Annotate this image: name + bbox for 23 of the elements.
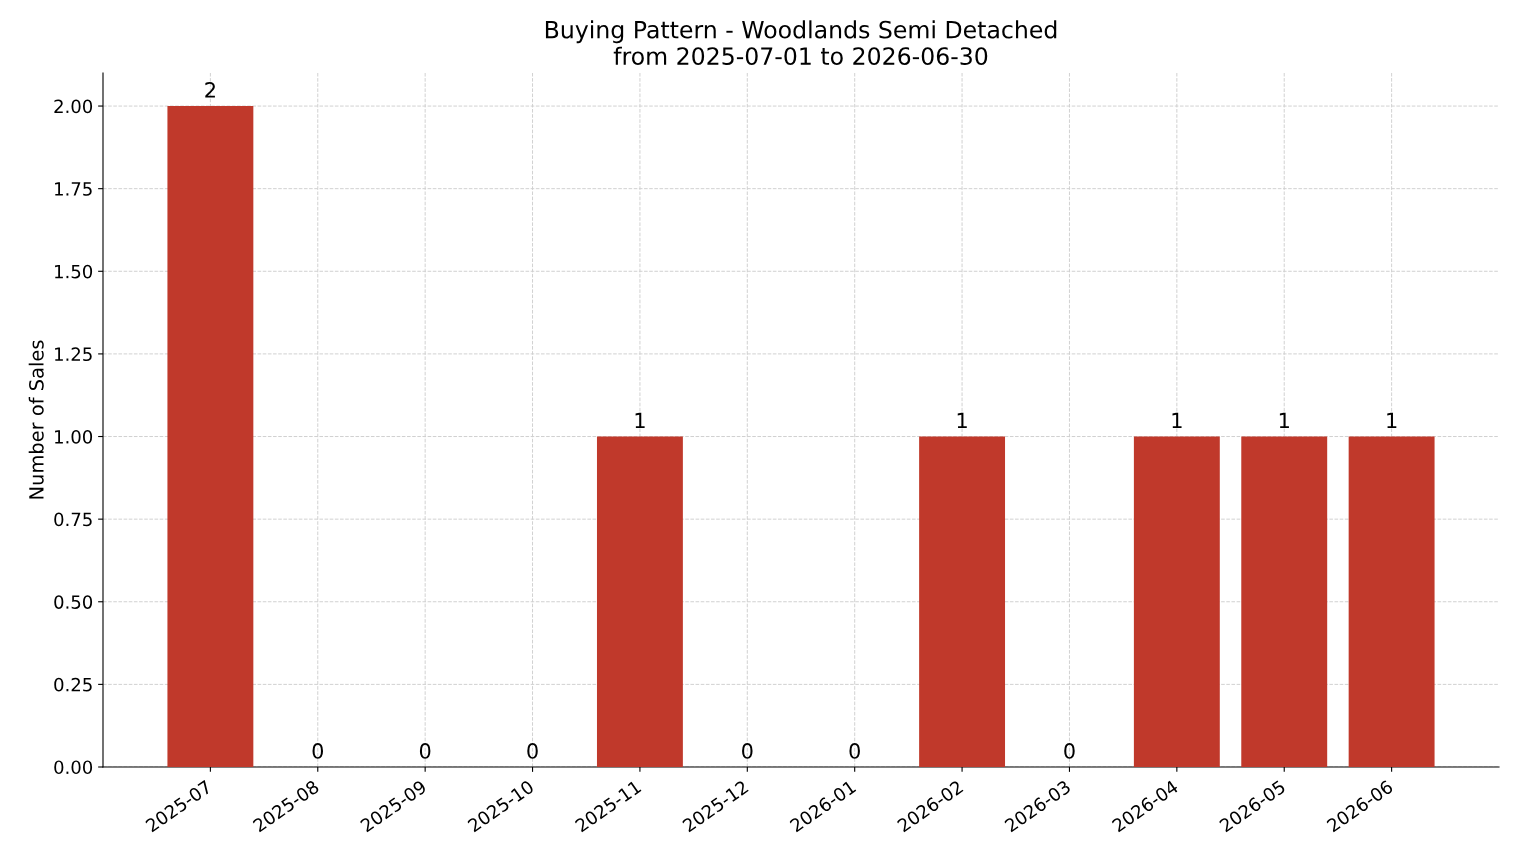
data-label: 1 xyxy=(1172,412,1182,429)
data-label: 0 xyxy=(419,743,431,759)
y-tick-label: 2.00 xyxy=(54,99,93,114)
y-axis-title: Number of Sales xyxy=(28,340,44,499)
y-tick-label: 0.75 xyxy=(54,512,92,527)
data-label: 0 xyxy=(527,743,538,759)
y-tick-label: 1.00 xyxy=(55,429,93,444)
chart-title: Buying Pattern - Woodlands Semi Detached from 2025-07-01 to 2026-06-30 xyxy=(545,20,1057,65)
data-label: 1 xyxy=(635,412,645,429)
data-label: 0 xyxy=(1064,743,1075,759)
y-tick-label: 1.75 xyxy=(55,182,92,196)
y-tick-label: 1.25 xyxy=(55,347,92,362)
data-label: 2 xyxy=(205,82,215,98)
data-label: 1 xyxy=(1387,412,1397,429)
data-label: 1 xyxy=(1279,412,1289,429)
y-tick-label: 0.50 xyxy=(54,595,93,609)
data-label: 0 xyxy=(312,743,324,759)
y-tick-label: 1.50 xyxy=(55,264,93,279)
y-tick-label: 0.25 xyxy=(54,677,92,692)
data-label: 1 xyxy=(957,412,967,429)
data-label: 0 xyxy=(742,743,753,759)
y-tick-label: 0.00 xyxy=(54,760,93,775)
data-label: 0 xyxy=(849,743,860,759)
